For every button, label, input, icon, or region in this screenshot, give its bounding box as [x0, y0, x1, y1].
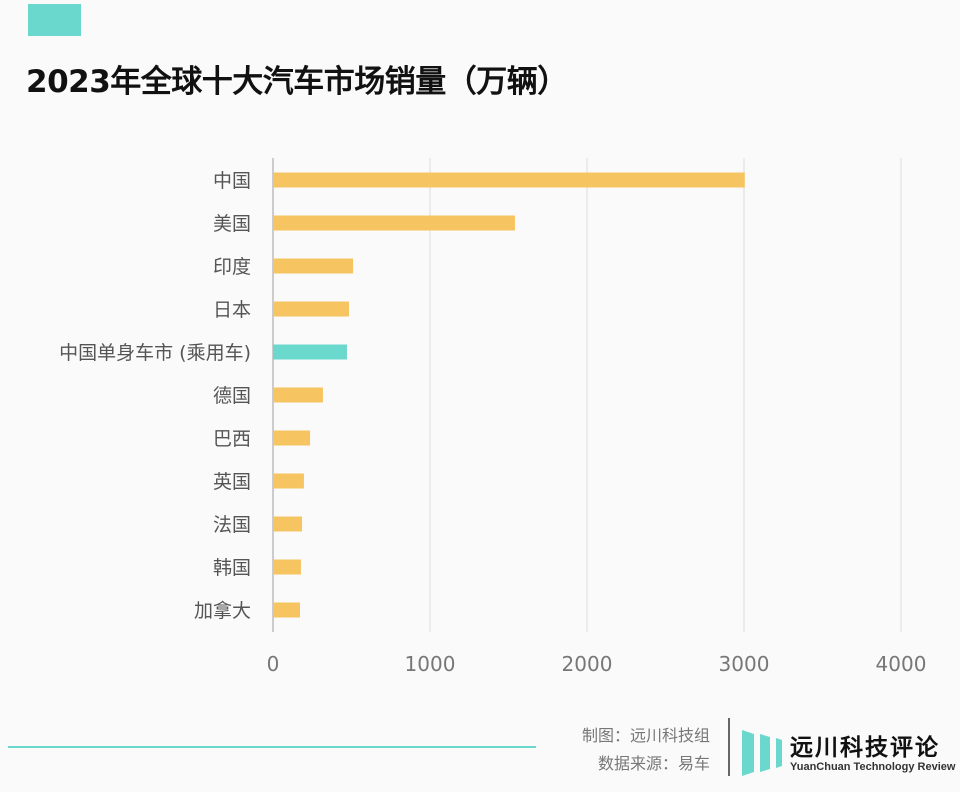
bar — [273, 516, 303, 532]
category-label: 中国单身车市 (乘用车) — [59, 342, 251, 364]
brand-logo-icon — [742, 730, 782, 776]
category-label: 英国 — [213, 471, 251, 493]
bar — [273, 387, 323, 403]
chart-title: 2023年全球十大汽车市场销量（万辆） — [26, 64, 568, 100]
credit-text: 制图：远川科技组 — [581, 726, 710, 745]
category-label: 加拿大 — [194, 599, 251, 622]
brand-name-en: YuanChuan Technology Review — [790, 761, 956, 773]
category-label: 日本 — [213, 299, 251, 321]
category-label: 韩国 — [213, 557, 251, 579]
x-tick-label: 4000 — [876, 652, 927, 676]
bar — [273, 172, 745, 188]
accent-block — [28, 4, 81, 36]
bar — [273, 473, 304, 489]
category-label: 中国 — [213, 170, 251, 192]
bar — [273, 344, 347, 360]
brand-name: 远川科技评论 — [790, 735, 940, 761]
x-tick-label: 2000 — [562, 652, 613, 676]
source-text: 数据来源：易车 — [597, 754, 710, 773]
x-tick-label: 0 — [267, 652, 280, 676]
bar — [273, 215, 515, 231]
category-label: 印度 — [213, 256, 251, 278]
x-tick-label: 3000 — [719, 652, 770, 676]
bar — [273, 301, 349, 317]
bar — [273, 602, 301, 618]
category-label: 德国 — [213, 385, 251, 407]
bar — [273, 430, 311, 446]
category-label: 法国 — [213, 514, 251, 536]
category-label: 巴西 — [213, 428, 251, 450]
bar — [273, 258, 354, 274]
x-tick-label: 1000 — [405, 652, 456, 676]
category-label: 美国 — [213, 213, 251, 235]
footer-divider — [728, 718, 730, 776]
bar — [273, 559, 301, 575]
footer-line — [8, 746, 536, 748]
